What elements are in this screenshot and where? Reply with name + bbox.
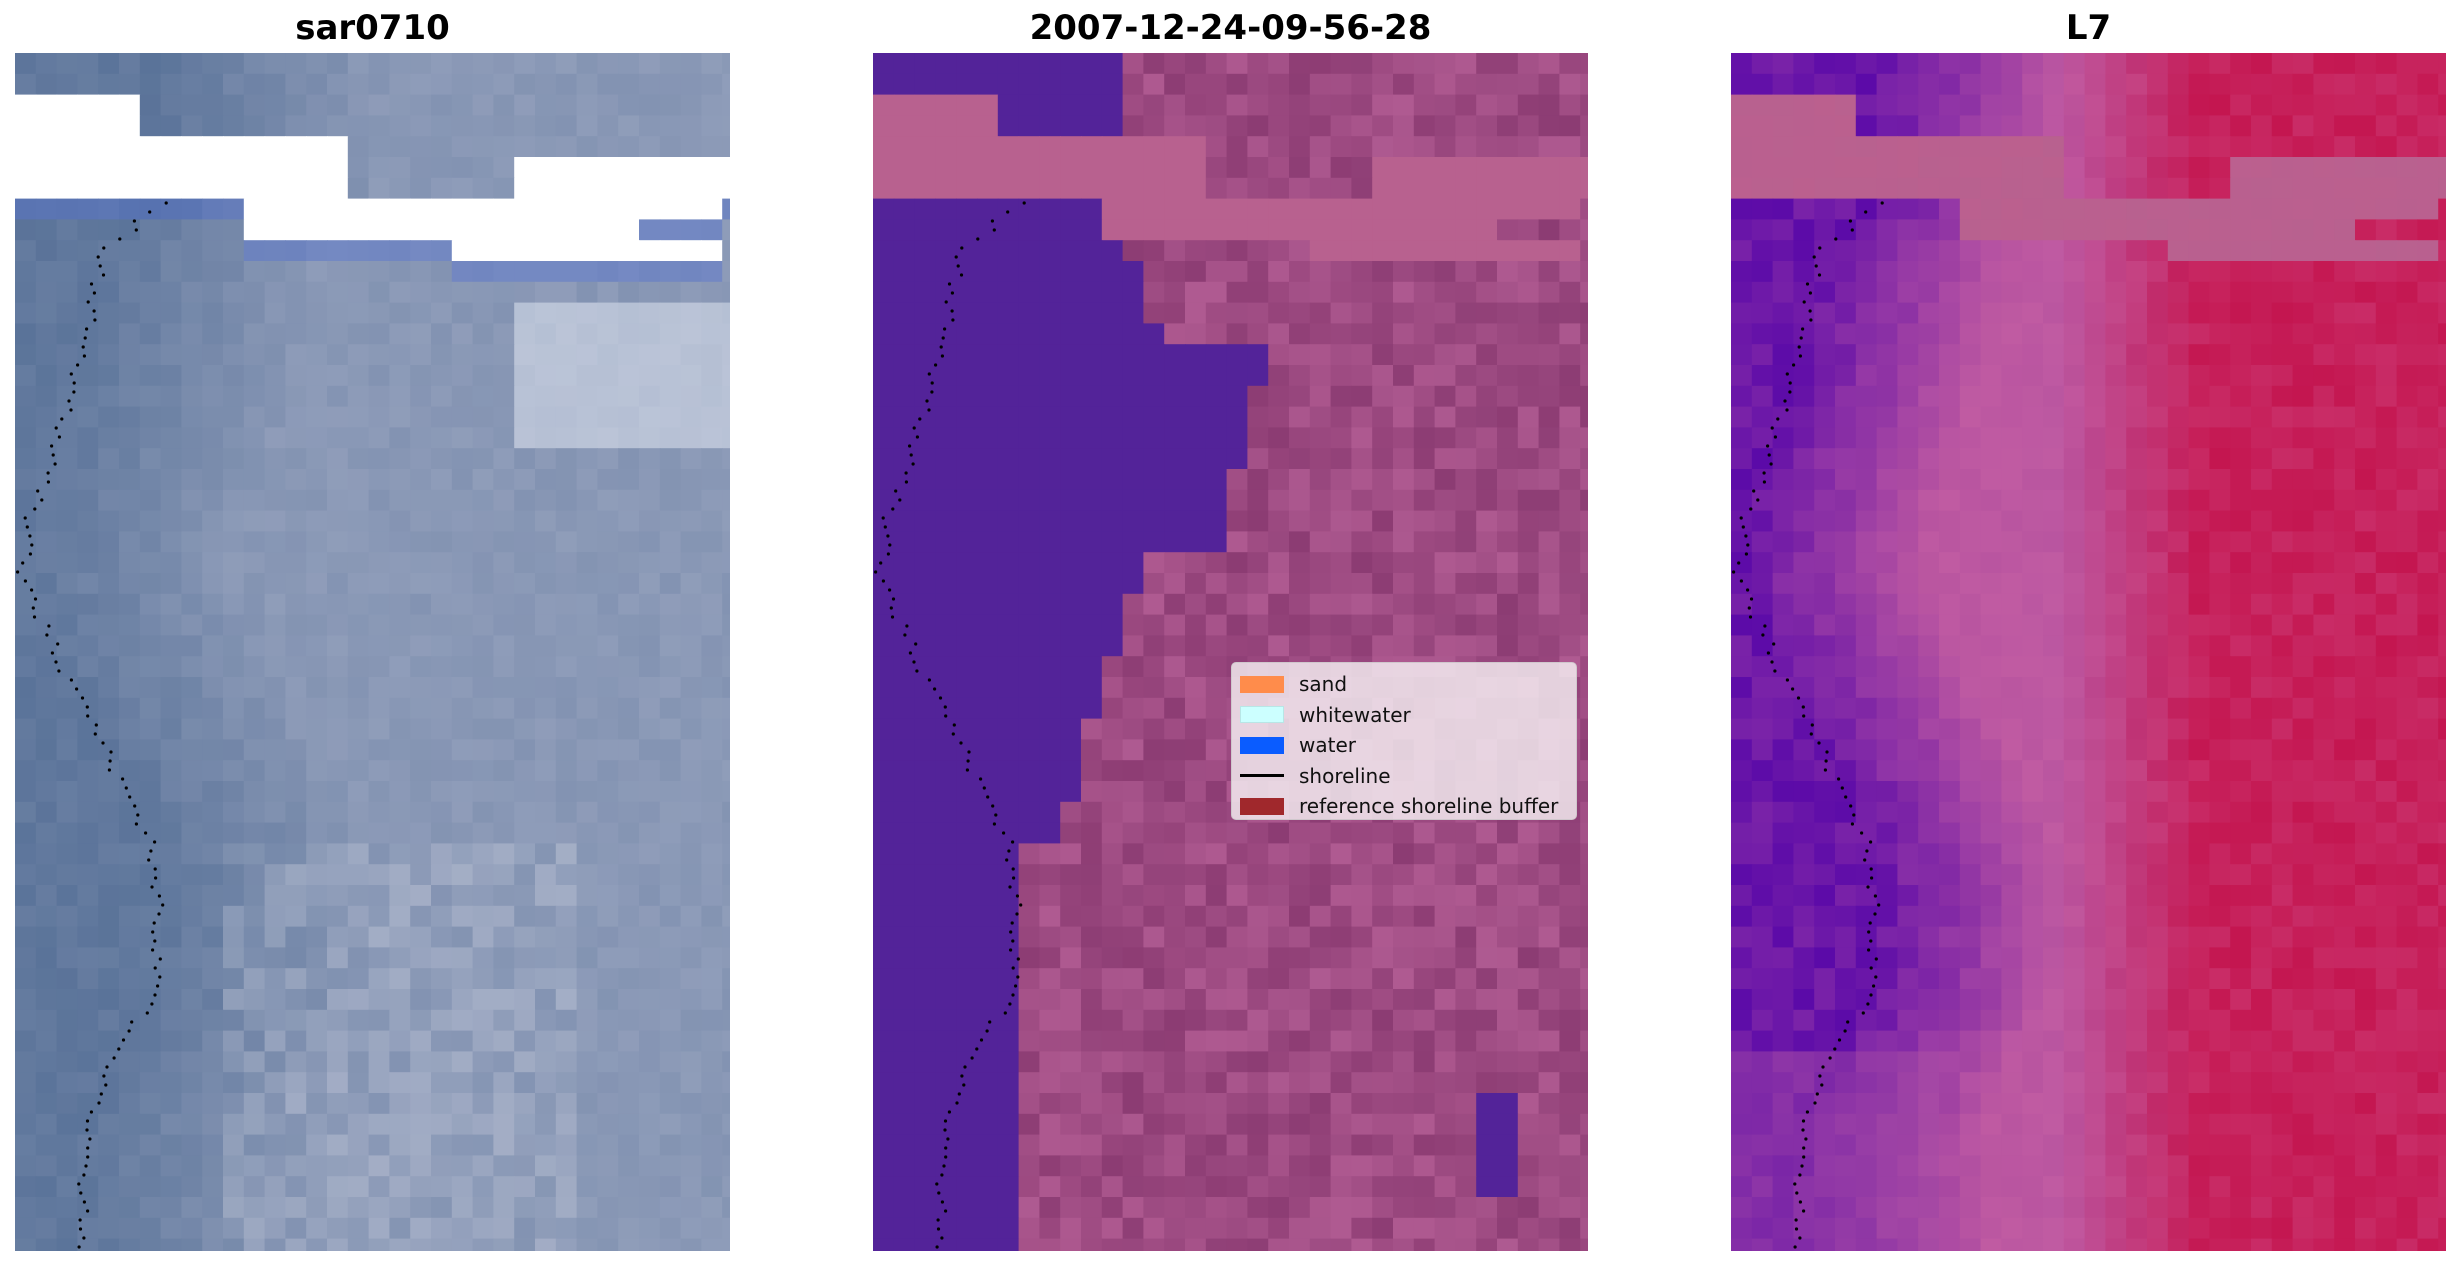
legend-label-reference-buffer: reference shoreline buffer: [1299, 794, 1559, 819]
water-swatch: [1240, 736, 1284, 754]
index-image-panel: [1731, 53, 2446, 1251]
reference-buffer-swatch: [1240, 797, 1284, 815]
legend-label-shoreline: shoreline: [1299, 763, 1391, 788]
legend-label-whitewater: whitewater: [1299, 702, 1411, 727]
legend-label-sand: sand: [1299, 672, 1348, 697]
legend-item-reference-buffer: reference shoreline buffer: [1240, 791, 1576, 822]
panel-title-rgb: sar0710: [295, 8, 450, 48]
rgb-image-panel: [15, 53, 730, 1251]
panel-title-classified: 2007-12-24-09-56-28: [1029, 8, 1432, 48]
classified-image-panel: [873, 53, 1588, 1251]
sand-swatch: [1240, 675, 1284, 693]
legend-item-whitewater: whitewater: [1240, 700, 1576, 731]
legend-label-water: water: [1299, 733, 1356, 758]
shoreline-line-swatch: [1240, 774, 1284, 778]
legend-item-shoreline: shoreline: [1240, 761, 1576, 792]
panel-title-index: L7: [2065, 8, 2112, 48]
legend-item-water: water: [1240, 730, 1576, 761]
legend: sand whitewater water shoreline referenc…: [1231, 662, 1577, 820]
whitewater-swatch: [1240, 706, 1284, 724]
legend-item-sand: sand: [1240, 669, 1576, 700]
